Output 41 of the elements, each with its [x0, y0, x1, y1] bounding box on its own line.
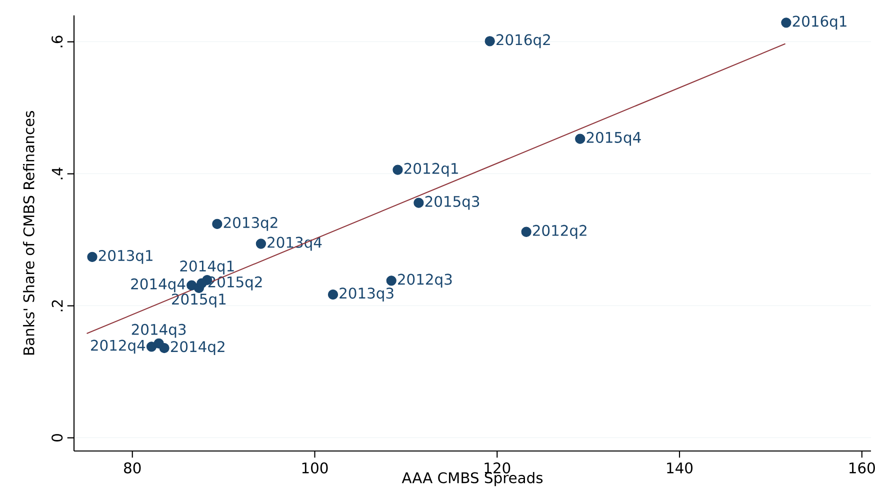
x-tick-label: 160 [849, 462, 875, 474]
data-label: 2013q2 [224, 216, 278, 231]
data-label: 2013q1 [98, 250, 152, 264]
x-tick-label: 120 [484, 462, 510, 474]
data-label: 2014q4 [131, 278, 186, 292]
y-tick-label: 0 [52, 434, 63, 442]
point [212, 218, 222, 230]
data-label: 2016q2 [496, 34, 550, 48]
point [521, 226, 532, 237]
data-label: 2015q3 [425, 196, 480, 210]
data-label: 2015q4 [586, 132, 641, 146]
data-label: 2012q3 [398, 274, 452, 288]
point [392, 164, 403, 175]
data-label: 2012q1 [404, 162, 458, 177]
point [154, 338, 164, 348]
y-tick-label: .6 [52, 36, 63, 48]
point [781, 18, 792, 28]
point [386, 276, 396, 286]
point [196, 278, 207, 288]
point [256, 238, 266, 249]
data-label: 2015q2 [208, 276, 262, 290]
point [575, 134, 586, 144]
y-axis-title: Banks' Share of CMBS Refinances [23, 111, 34, 355]
x-tick-label: 140 [667, 462, 693, 474]
data-label: 2014q1 [180, 260, 234, 274]
point [484, 36, 495, 46]
data-label: 2014q3 [132, 324, 186, 338]
y-tick-label: .2 [52, 300, 63, 312]
data-label: 2014q2 [170, 341, 224, 355]
point [87, 252, 98, 262]
data-label: 2012q2 [532, 224, 586, 239]
x-tick-label: 80 [124, 462, 141, 474]
data-label: 2016q1 [792, 16, 846, 30]
point [414, 198, 424, 208]
x-axis-title: AAA CMBS Spreads [402, 472, 543, 486]
y-tick-label: .4 [52, 168, 63, 180]
data-label: 2012q4 [91, 340, 146, 354]
data-label: 2015q1 [172, 294, 226, 308]
x-tick-label: 100 [302, 462, 328, 474]
data-label: 2013q3 [340, 288, 394, 302]
point [328, 290, 338, 300]
